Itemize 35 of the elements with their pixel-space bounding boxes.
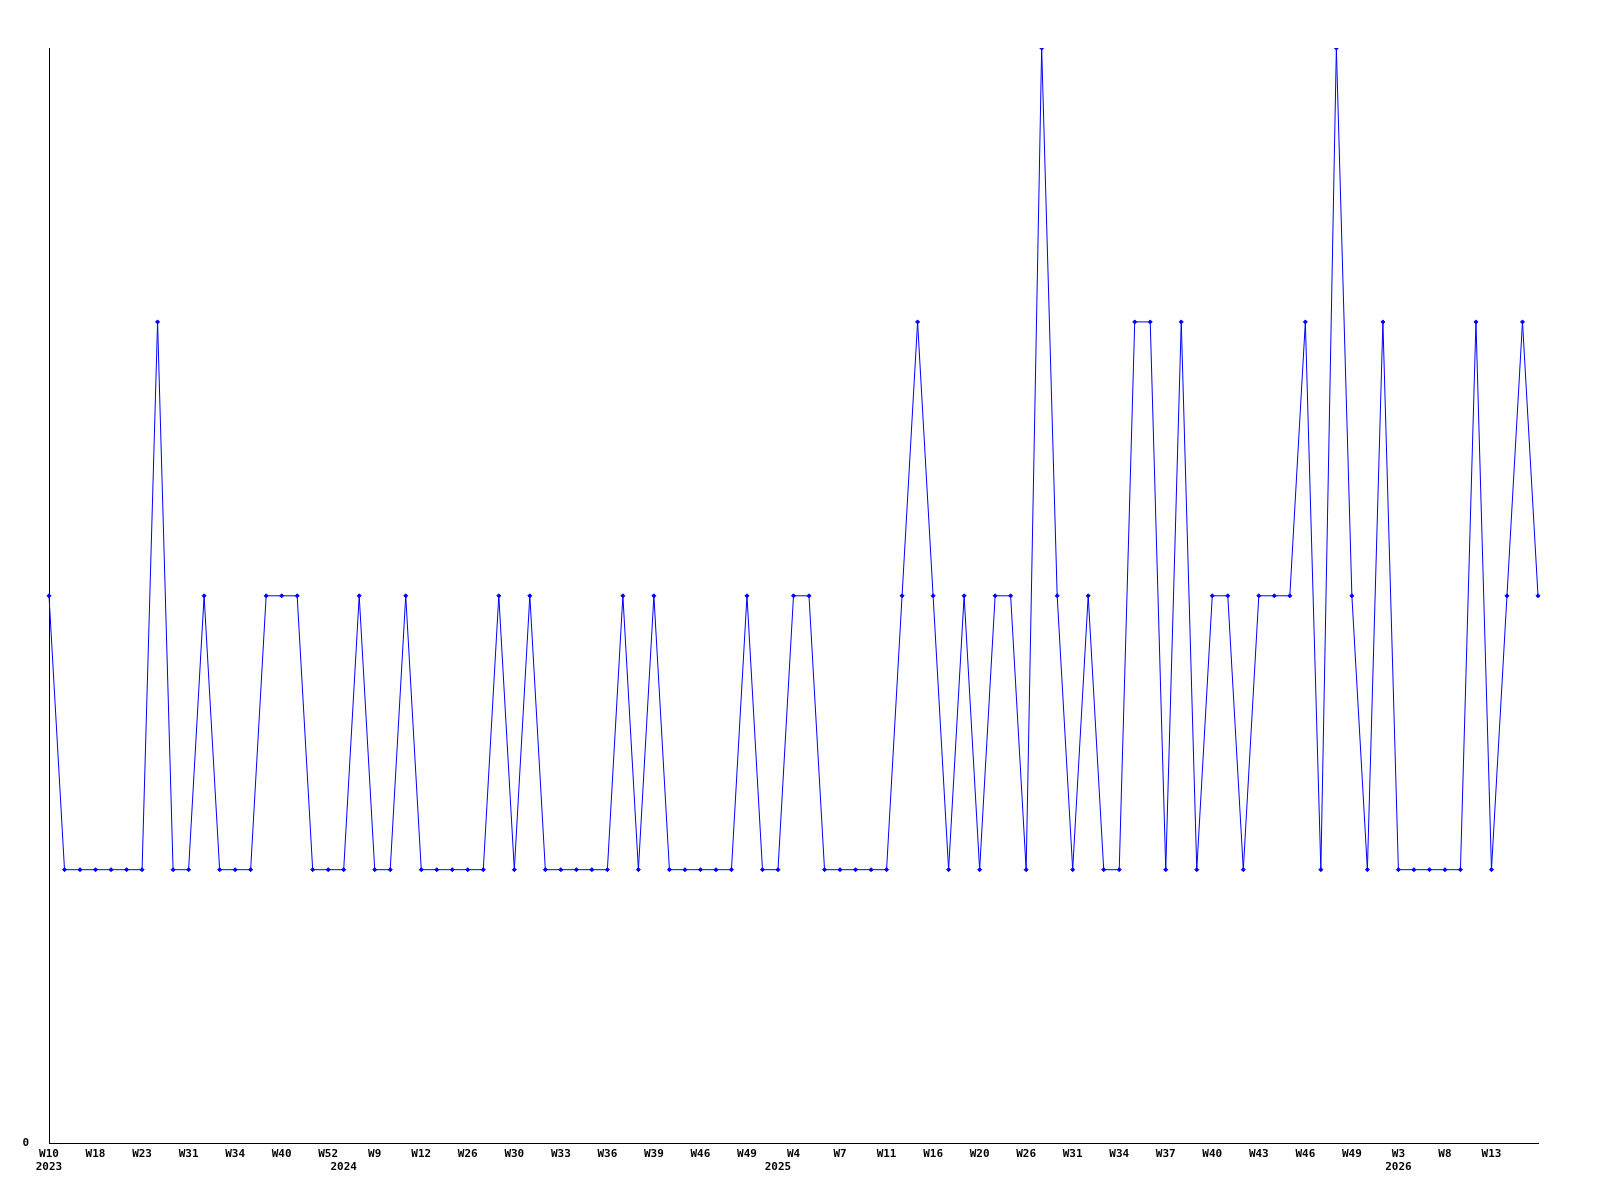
x-tick-label: W43 [1248, 1147, 1269, 1161]
x-tick-label: W20 [969, 1147, 990, 1161]
x-tick-label: W13 [1481, 1147, 1502, 1161]
x-tick-label: 2024 [330, 1160, 358, 1174]
x-tick-label: W46 [1295, 1147, 1316, 1161]
x-tick-label: W36 [597, 1147, 618, 1161]
x-tick-label: W31 [1062, 1147, 1083, 1161]
x-tick-label: W30 [504, 1147, 525, 1161]
x-tick-label: W40 [1202, 1147, 1223, 1161]
x-tick-label: W49 [737, 1147, 757, 1161]
x-tick-label: W49 [1341, 1147, 1362, 1161]
x-tick-label: W23 [132, 1147, 152, 1161]
x-tick-label: W40 [271, 1147, 292, 1161]
x-tick-label: W34 [225, 1147, 246, 1161]
x-tick-label: W12 [411, 1147, 432, 1161]
x-tick-label: W10 2023 [35, 1147, 63, 1174]
x-tick-label: W26 [1016, 1147, 1037, 1161]
x-tick-label: W37 [1155, 1147, 1176, 1161]
x-tick-label: W8 [1438, 1147, 1452, 1161]
x-tick-label: W46 [690, 1147, 711, 1161]
x-tick-label: W3 2026 [1385, 1147, 1413, 1174]
x-tick-label: W26 [457, 1147, 479, 1161]
x-tick-label: W31 [178, 1147, 199, 1161]
x-tick-label: W16 [923, 1147, 944, 1161]
x-tick-label: W34 [1109, 1147, 1130, 1161]
text: 0 [22, 1136, 29, 1150]
x-tick-label: W9 [368, 1147, 382, 1161]
x-tick-label: W52 [318, 1147, 339, 1161]
x-tick-label: W18 [85, 1147, 106, 1161]
x-tick-label: 2025 [764, 1160, 792, 1174]
x-tick-label: W7 [833, 1147, 847, 1161]
x-tick-label: W33 [550, 1147, 571, 1161]
x-tick-label: W11 [876, 1147, 897, 1161]
x-tick-label: W4 [786, 1147, 801, 1161]
x-tick-label: W39 [643, 1147, 664, 1161]
